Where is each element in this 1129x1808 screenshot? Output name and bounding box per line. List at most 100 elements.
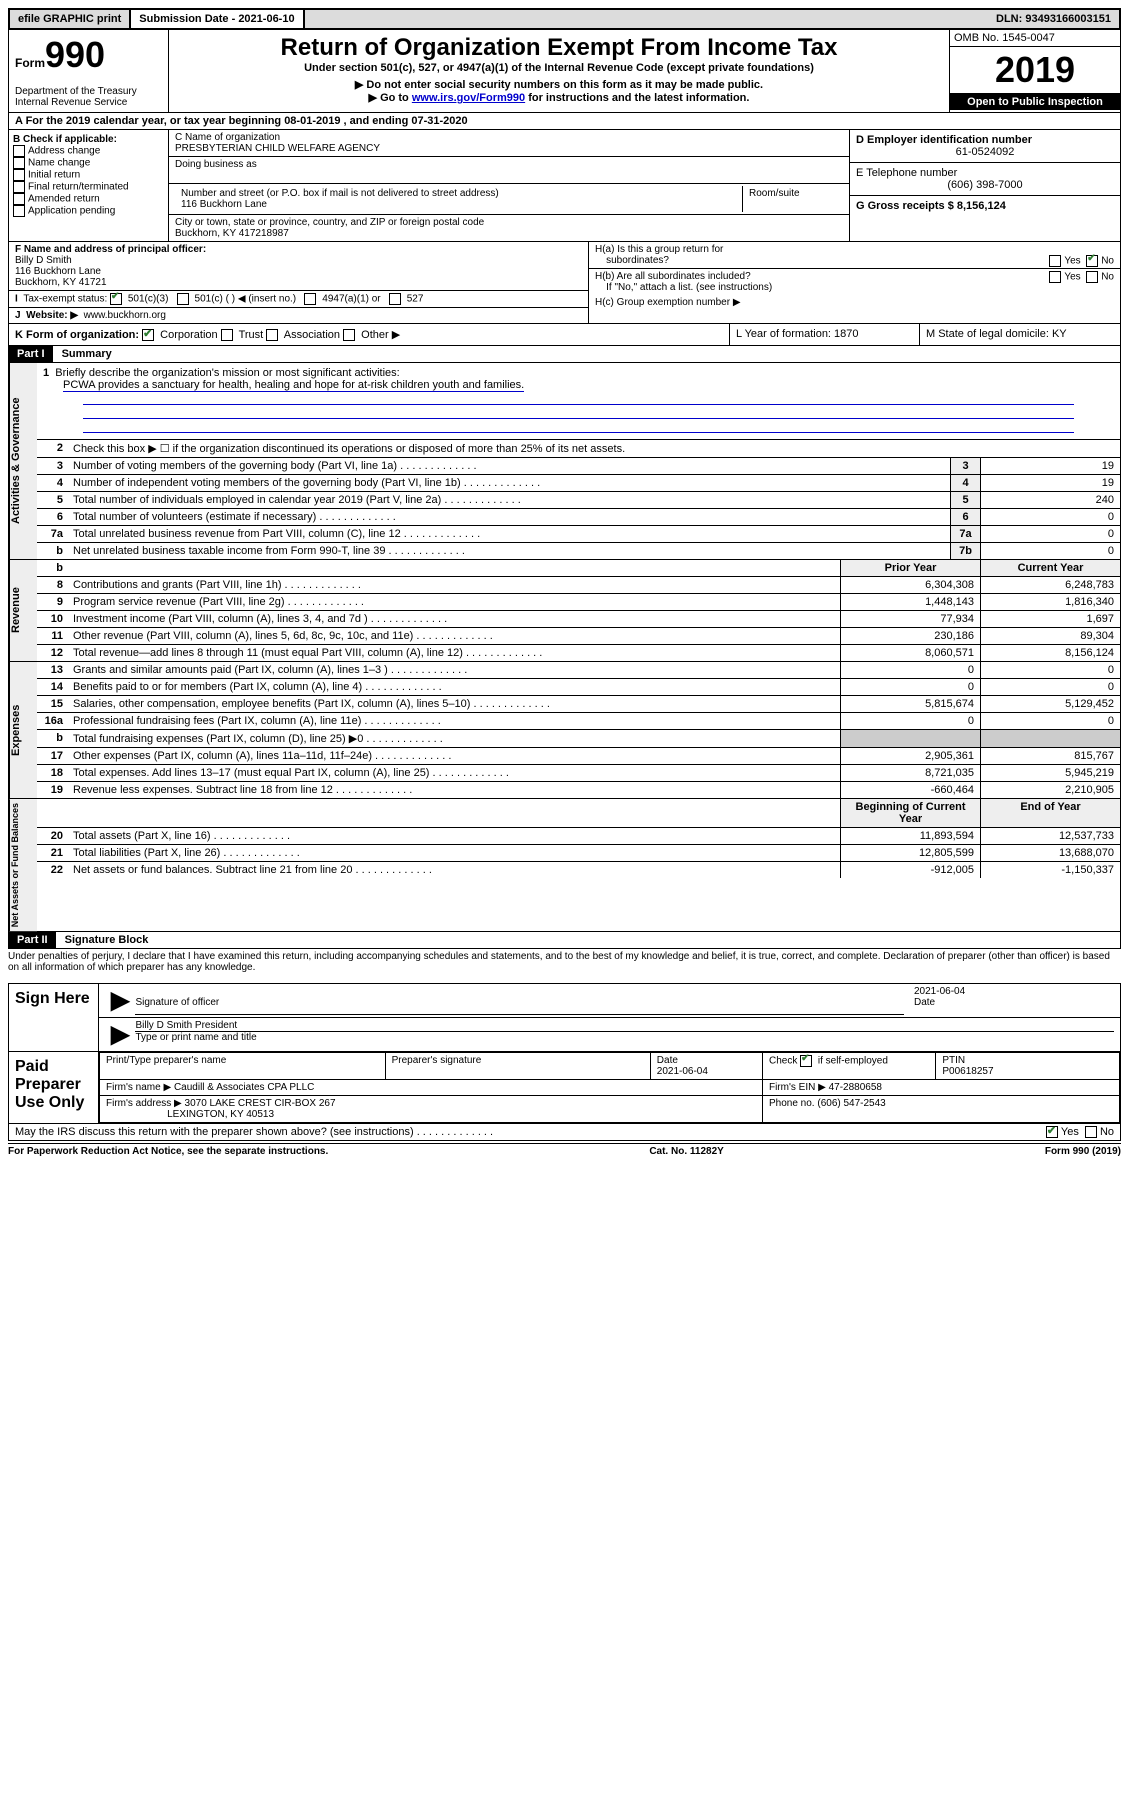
state-domicile: M State of legal domicile: KY <box>920 324 1120 345</box>
cb-assoc[interactable] <box>266 329 278 341</box>
street-label: Number and street (or P.O. box if mail i… <box>181 188 736 199</box>
discuss-yes[interactable] <box>1046 1126 1058 1138</box>
arrow-icon: ▶ <box>105 1020 135 1049</box>
table-row: 17Other expenses (Part IX, column (A), l… <box>37 748 1120 765</box>
ssn-note: ▶ Do not enter social security numbers o… <box>175 78 943 91</box>
efile-print-button[interactable]: efile GRAPHIC print <box>10 10 131 28</box>
cb-trust[interactable] <box>221 329 233 341</box>
city-label: City or town, state or province, country… <box>175 217 843 228</box>
table-row: 18Total expenses. Add lines 13–17 (must … <box>37 765 1120 782</box>
cb-name-change[interactable]: Name change <box>13 157 164 169</box>
row-klm: K Form of organization: Corporation Trus… <box>8 324 1121 346</box>
table-row: 19Revenue less expenses. Subtract line 1… <box>37 782 1120 798</box>
table-row: bTotal fundraising expenses (Part IX, co… <box>37 730 1120 748</box>
officer-name: Billy D Smith President <box>135 1020 1114 1031</box>
table-row: 5Total number of individuals employed in… <box>37 492 1120 509</box>
cb-application-pending[interactable]: Application pending <box>13 205 164 217</box>
cb-527[interactable] <box>389 293 401 305</box>
discuss-no[interactable] <box>1085 1126 1097 1138</box>
tax-exempt-row: I Tax-exempt status: 501(c)(3) 501(c) ( … <box>9 291 588 308</box>
table-row: bNet unrelated business taxable income f… <box>37 543 1120 559</box>
cb-initial-return[interactable]: Initial return <box>13 169 164 181</box>
form-number: Form990 <box>15 34 162 76</box>
dba-label: Doing business as <box>175 159 843 170</box>
city-value: Buckhorn, KY 417218987 <box>175 228 843 239</box>
sign-here-section: Sign Here ▶ Signature of officer 2021-06… <box>8 983 1121 1052</box>
submission-date: Submission Date - 2021-06-10 <box>131 10 304 28</box>
vtab-gov-label: Activities & Governance <box>9 363 37 559</box>
firm-name: Caudill & Associates CPA PLLC <box>174 1082 314 1093</box>
col-eoy: End of Year <box>980 799 1120 827</box>
table-row: 15Salaries, other compensation, employee… <box>37 696 1120 713</box>
website-value: www.buckhorn.org <box>84 310 166 321</box>
form-header: Form990 Department of the Treasury Inter… <box>8 30 1121 113</box>
ein-label: D Employer identification number <box>856 134 1114 146</box>
firm-ein: 47-2880658 <box>829 1082 882 1093</box>
expenses-section: Expenses 13Grants and similar amounts pa… <box>8 662 1121 799</box>
table-row: 20Total assets (Part X, line 16)11,893,5… <box>37 828 1120 845</box>
dept-treasury: Department of the Treasury Internal Reve… <box>15 86 162 108</box>
cb-other[interactable] <box>343 329 355 341</box>
public-inspection: Open to Public Inspection <box>950 94 1120 110</box>
paid-preparer-label: Paid Preparer Use Only <box>9 1052 99 1123</box>
sig-date-label: Date <box>914 997 1114 1008</box>
col-current: Current Year <box>980 560 1120 576</box>
cb-address-change[interactable]: Address change <box>13 145 164 157</box>
hb-yes[interactable] <box>1049 271 1061 283</box>
firm-phone: (606) 547-2543 <box>817 1098 885 1109</box>
sign-here-label: Sign Here <box>9 984 99 1051</box>
h-a: H(a) Is this a group return for subordin… <box>589 242 1120 269</box>
firm-addr2: LEXINGTON, KY 40513 <box>167 1109 274 1120</box>
mission-text: PCWA provides a sanctuary for health, he… <box>63 379 524 392</box>
phone-label: E Telephone number <box>856 167 1114 179</box>
section-bcd: B Check if applicable: Address change Na… <box>8 130 1121 242</box>
col-b-checkboxes: B Check if applicable: Address change Na… <box>9 130 169 241</box>
year-formation: L Year of formation: 1870 <box>730 324 920 345</box>
top-bar: efile GRAPHIC print Submission Date - 20… <box>8 8 1121 30</box>
form-subtitle: Under section 501(c), 527, or 4947(a)(1)… <box>175 62 943 74</box>
hb-no[interactable] <box>1086 271 1098 283</box>
h-b: H(b) Are all subordinates included? Yes … <box>589 269 1120 295</box>
table-row: 14Benefits paid to or for members (Part … <box>37 679 1120 696</box>
tax-year: 2019 <box>950 47 1120 94</box>
footer-left: For Paperwork Reduction Act Notice, see … <box>8 1146 328 1157</box>
vtab-exp-label: Expenses <box>9 662 37 798</box>
col-b-label: B Check if applicable: <box>13 134 164 145</box>
activities-governance: Activities & Governance 1 Briefly descri… <box>8 363 1121 560</box>
table-row: 9Program service revenue (Part VIII, lin… <box>37 594 1120 611</box>
cb-corp[interactable] <box>142 329 154 341</box>
table-row: 16aProfessional fundraising fees (Part I… <box>37 713 1120 730</box>
prep-sig-label: Preparer's signature <box>385 1053 650 1080</box>
preparer-table: Print/Type preparer's name Preparer's si… <box>99 1052 1120 1123</box>
irs-link[interactable]: www.irs.gov/Form990 <box>412 92 525 104</box>
street-value: 116 Buckhorn Lane <box>181 199 736 210</box>
row-a-tax-year: A For the 2019 calendar year, or tax yea… <box>8 113 1121 130</box>
cb-501c[interactable] <box>177 293 189 305</box>
col-d-contact: D Employer identification number 61-0524… <box>850 130 1120 241</box>
col-prior: Prior Year <box>840 560 980 576</box>
line2: Check this box ▶ ☐ if the organization d… <box>67 440 1120 457</box>
part1-header: Part I Summary <box>8 346 1121 363</box>
col-c-org-info: C Name of organization PRESBYTERIAN CHIL… <box>169 130 850 241</box>
arrow-icon: ▶ <box>105 986 135 1015</box>
prep-name-label: Print/Type preparer's name <box>100 1053 386 1080</box>
cb-final-return[interactable]: Final return/terminated <box>13 181 164 193</box>
footer-form: Form 990 (2019) <box>1045 1146 1121 1157</box>
revenue-section: Revenue b Prior Year Current Year 8Contr… <box>8 560 1121 662</box>
section-fh: F Name and address of principal officer:… <box>8 242 1121 324</box>
table-row: 12Total revenue—add lines 8 through 11 (… <box>37 645 1120 661</box>
table-row: 10Investment income (Part VIII, column (… <box>37 611 1120 628</box>
cb-4947[interactable] <box>304 293 316 305</box>
goto-note: ▶ Go to www.irs.gov/Form990 for instruct… <box>175 91 943 104</box>
self-employed-cb[interactable]: Check if self-employed <box>762 1053 935 1080</box>
cb-501c3[interactable] <box>110 293 122 305</box>
sig-date: 2021-06-04 <box>914 986 1114 997</box>
cb-amended-return[interactable]: Amended return <box>13 193 164 205</box>
prep-date: 2021-06-04 <box>657 1066 708 1077</box>
ha-no[interactable] <box>1086 255 1098 267</box>
omb-number: OMB No. 1545-0047 <box>950 30 1120 47</box>
form-title: Return of Organization Exempt From Incom… <box>175 34 943 62</box>
ptin: P00618257 <box>942 1066 993 1077</box>
sig-officer-label: Signature of officer <box>135 997 904 1008</box>
ha-yes[interactable] <box>1049 255 1061 267</box>
